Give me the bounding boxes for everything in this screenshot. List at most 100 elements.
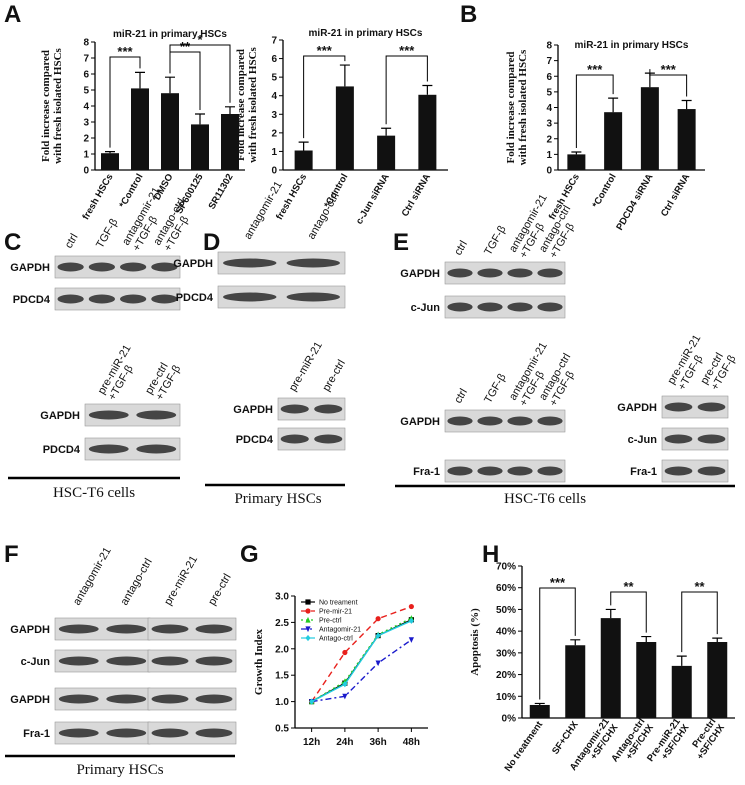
band: [507, 302, 533, 312]
legend-label: Antago-ctrl: [319, 636, 353, 643]
y-tick-label: 5: [546, 87, 552, 98]
significance-label: *: [197, 32, 203, 47]
blot-strip: [444, 409, 566, 433]
significance-label: **: [180, 39, 191, 54]
blot-strip: [661, 427, 729, 451]
legend-marker: [305, 599, 311, 605]
error-bar: [676, 655, 687, 666]
y-tick-label: 1.0: [275, 697, 289, 708]
bar: [677, 109, 696, 170]
y-tick-label: 3: [271, 110, 277, 121]
lane-label: pre-miR-21+TGF-β: [96, 343, 144, 403]
y-axis-label: Fold increase comparedwith fresh isolate…: [235, 46, 259, 162]
bar: [600, 618, 621, 718]
lane-label: antago-ctrl+TGF-β: [151, 196, 198, 253]
y-tick-label: 7: [271, 36, 277, 47]
row-label: GAPDH: [173, 258, 213, 270]
panel-letter: B: [460, 1, 477, 28]
y-tick-label: 6: [83, 70, 89, 81]
y-tick-label: 2.5: [275, 618, 289, 629]
text-line: Fold increase compared: [40, 50, 52, 162]
x-tick-label: Pre-miR-21+SF/CHX: [645, 716, 692, 770]
y-tick-label: 7: [546, 56, 552, 67]
y-tick-label: 0%: [502, 714, 517, 725]
band: [477, 302, 503, 312]
legend-marker: [305, 634, 311, 642]
bar: [604, 112, 623, 170]
band: [57, 262, 84, 272]
band: [120, 294, 147, 304]
y-tick-label: 6: [546, 72, 552, 83]
error-bar: [135, 71, 145, 89]
significance-bracket: [109, 56, 141, 148]
x-tick-label: fresh HSCs: [274, 172, 309, 222]
blot-strip: [217, 251, 346, 275]
legend-label: Pre-ctrl: [319, 618, 342, 625]
y-tick-label: 8: [83, 38, 89, 49]
y-tick-label: 20%: [496, 670, 516, 681]
y-axis-label: Apoptosis (%): [469, 608, 481, 676]
band: [223, 258, 277, 268]
band: [151, 728, 189, 738]
bar: [131, 88, 149, 170]
legend-label: Pre-mir-21: [319, 609, 352, 616]
lane-label: pre-ctrl+TGF-β: [143, 357, 183, 402]
band: [58, 728, 99, 738]
legend-marker: [305, 616, 311, 623]
band: [286, 292, 340, 302]
band: [537, 416, 563, 426]
x-tick-label: fresh HSCs: [80, 172, 115, 222]
lane-label: ctrl: [452, 387, 470, 406]
band: [136, 444, 177, 454]
y-tick-label: 1: [271, 147, 277, 158]
error-bar: [339, 64, 350, 87]
bar: [567, 154, 586, 170]
blot-strip: [147, 687, 237, 711]
point: [342, 681, 348, 688]
band: [697, 434, 726, 444]
y-tick-label: 4: [271, 91, 277, 102]
y-tick-label: 3: [546, 119, 552, 130]
band: [286, 258, 340, 268]
legend-label: Antagomir-21: [319, 627, 361, 634]
y-tick-label: 0: [546, 166, 552, 177]
significance-bracket: [575, 74, 614, 149]
y-tick-label: 6: [271, 54, 277, 65]
significance-label: ***: [587, 62, 603, 77]
y-tick-label: 4: [546, 103, 552, 114]
significance-bracket: [649, 69, 688, 97]
band: [223, 292, 277, 302]
point: [408, 617, 414, 624]
band: [664, 466, 693, 476]
point: [375, 616, 381, 622]
row-label: c-Jun: [628, 434, 658, 446]
y-tick-label: 40%: [496, 627, 516, 638]
row-label: GAPDH: [10, 262, 50, 274]
blot-strip: [661, 459, 729, 483]
band: [507, 416, 533, 426]
band: [151, 262, 178, 272]
y-tick-label: 70%: [496, 562, 516, 573]
blot-strip: [444, 295, 566, 319]
error-bar: [641, 635, 652, 642]
bar: [335, 86, 354, 170]
point: [408, 603, 414, 610]
point: [375, 660, 381, 667]
blot-strip: [277, 397, 346, 421]
y-tick-label: 0: [271, 166, 277, 177]
band: [106, 694, 147, 704]
bar: [707, 642, 728, 718]
bar: [377, 135, 396, 170]
y-axis-label: Fold increase comparedwith fresh isolate…: [505, 49, 529, 165]
point: [408, 637, 414, 643]
band: [151, 624, 189, 634]
lane-label: TGF-β: [94, 217, 120, 251]
panel-letter: A: [4, 1, 21, 28]
y-tick-label: 7: [83, 54, 89, 65]
significance-bracket: [385, 55, 428, 125]
row-label: PDCD4: [13, 294, 51, 306]
series-line: [311, 620, 412, 703]
error-bar: [605, 608, 616, 619]
bar: [418, 94, 437, 170]
